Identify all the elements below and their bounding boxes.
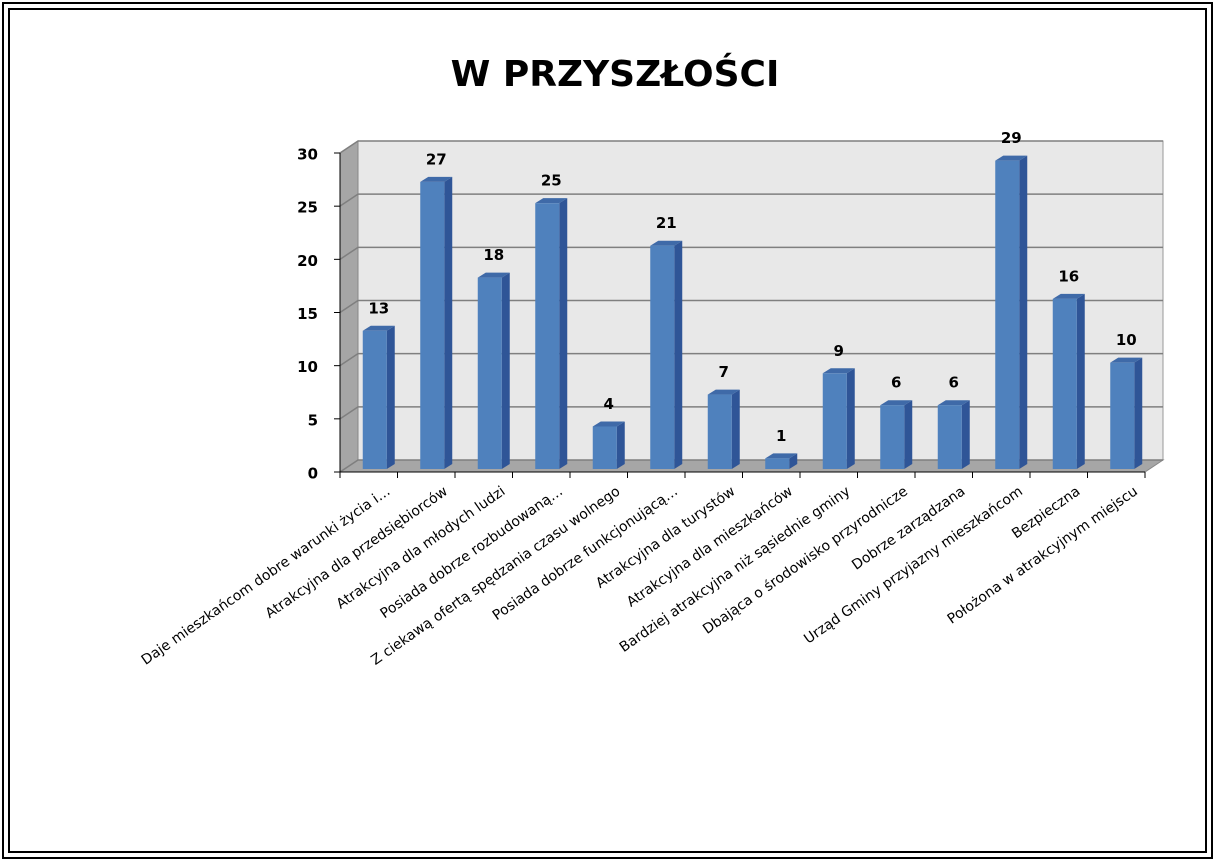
value-label: 9 [834,342,844,360]
bar [822,373,847,469]
value-label: 29 [1001,129,1022,147]
bar [650,245,675,469]
grid-line [339,193,1163,207]
bar [477,277,502,469]
bar-side [1076,293,1085,469]
floor [338,459,1165,473]
inner-border [8,8,1207,853]
y-tick-label: 30 [297,146,318,164]
bar [707,394,732,469]
value-label: 7 [719,363,729,381]
value-label: 18 [483,246,504,264]
chart-title: W PRZYSZŁOŚCI [451,53,780,95]
value-label: 10 [1116,331,1137,349]
value-label: 1 [776,427,786,445]
bar [1110,362,1135,469]
value-label: 6 [891,374,901,392]
bar-side [444,176,453,469]
value-label: 25 [541,172,562,190]
bar-top [1052,293,1085,299]
value-label: 27 [426,150,447,168]
bar-side [846,368,855,469]
bar-side [501,272,510,469]
bar-side [904,400,913,469]
grid-line [339,299,1163,314]
y-tick-label: 5 [308,411,318,429]
value-label: 6 [949,374,959,392]
bar [995,160,1020,469]
value-label: 13 [368,299,389,317]
bar [880,405,905,469]
bar-side [386,325,395,469]
bar-side [731,389,740,469]
bar-side [1134,357,1143,469]
grid-line [339,352,1163,367]
value-label: 16 [1058,267,1079,285]
x-tick-label: Daje mieszkańcom dobre warunki życia i… [139,483,394,668]
bar-top [650,240,683,246]
bar-top [477,272,510,278]
bar [420,181,445,469]
grid-line [339,246,1163,260]
bar [937,405,962,469]
bar [535,203,560,469]
bar-top [822,368,855,374]
bar-top [937,400,970,406]
bar [362,330,387,469]
y-tick-label: 20 [297,252,318,270]
value-label: 21 [656,214,677,232]
bar-side [559,198,568,469]
bar-top [592,421,625,427]
bar [1052,298,1077,469]
bar [765,458,790,469]
bar-side [616,421,625,469]
bar-top [707,389,740,395]
bar-side [1019,155,1028,469]
bar-top [535,198,568,204]
x-tick-label: Dbająca o środowisko przyrodnicze [700,483,911,637]
y-tick-label: 15 [297,305,318,323]
value-label: 4 [604,395,614,413]
bar-top [765,453,798,459]
bar-top [420,176,453,182]
bar-top [1110,357,1143,363]
grid-line [339,140,1163,154]
y-tick-label: 0 [308,465,318,483]
bar [592,426,617,469]
y-tick-label: 10 [297,358,318,376]
bar-side [789,453,798,469]
y-tick-label: 25 [297,199,318,217]
bar-top [995,155,1028,161]
bar-side [674,240,683,469]
bar-top [880,400,913,406]
bar-side [961,400,970,469]
bar-top [362,325,395,331]
